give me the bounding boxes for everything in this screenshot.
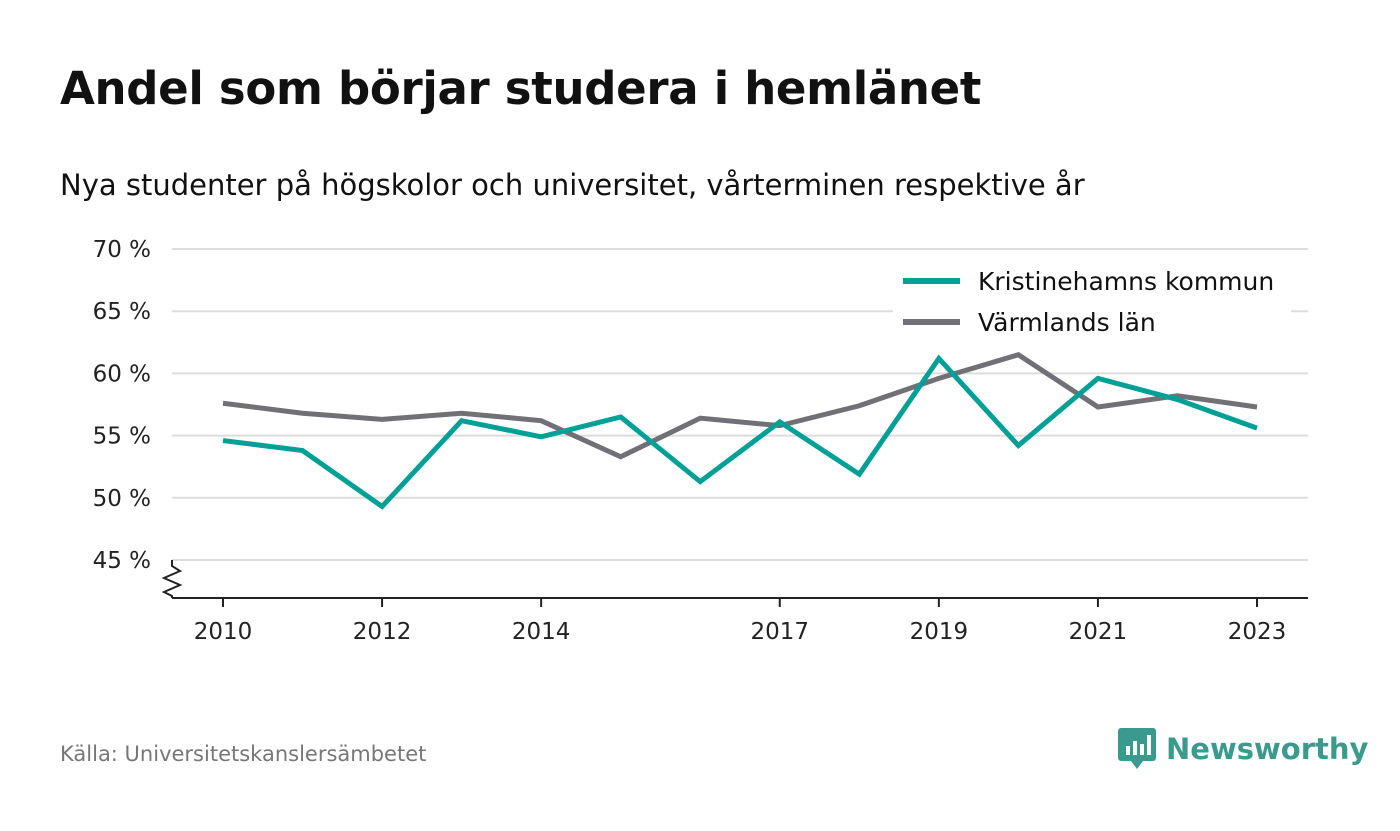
newsworthy-logo-icon xyxy=(1118,728,1156,769)
series-line-värmlands-län xyxy=(222,352,1258,460)
gridlines xyxy=(172,248,1308,561)
brand-name: Newsworthy xyxy=(1166,732,1369,766)
legend: Kristinehamns kommun Värmlands län xyxy=(893,262,1291,346)
line-chart: 45 %50 %55 %60 %65 %70 % 2010 2012 2014 201… xyxy=(93,237,1308,645)
x-tick-label: 2019 xyxy=(910,619,969,645)
chart-subtitle: Nya studenter på högskolor och universit… xyxy=(60,168,1085,202)
y-tick-label: 45 % xyxy=(93,548,151,574)
x-tick-label: 2017 xyxy=(750,619,809,645)
y-tick-label: 70 % xyxy=(93,237,151,263)
y-tick-label: 60 % xyxy=(93,361,151,387)
y-tick-label: 50 % xyxy=(93,486,151,512)
y-axis-ticks: 45 % 50 % 55 % 60 % 65 % 70 % xyxy=(93,237,151,574)
series-line-kristinehamns-kommun xyxy=(222,354,1258,510)
x-tick-label: 2012 xyxy=(353,619,412,645)
chart-title: Andel som börjar studera i hemlänet xyxy=(60,62,982,115)
y-tick-label: 55 % xyxy=(93,424,151,450)
x-axis: 2010 2012 2014 2017 2019 2021 2023 xyxy=(161,560,1308,645)
source-note: Källa: Universitetskanslersämbetet xyxy=(60,742,427,766)
legend-label: Värmlands län xyxy=(978,308,1156,337)
y-tick-label: 65 % xyxy=(93,299,151,325)
legend-background xyxy=(893,262,1291,346)
x-tick-label: 2021 xyxy=(1069,619,1128,645)
brand-logo: Newsworthy xyxy=(1118,728,1368,770)
x-tick-label: 2014 xyxy=(512,619,571,645)
x-tick-label: 2023 xyxy=(1228,619,1287,645)
axis-break-marker xyxy=(161,560,183,598)
legend-label: Kristinehamns kommun xyxy=(978,267,1274,296)
series-layer xyxy=(222,352,1258,510)
x-tick-label: 2010 xyxy=(194,619,253,645)
